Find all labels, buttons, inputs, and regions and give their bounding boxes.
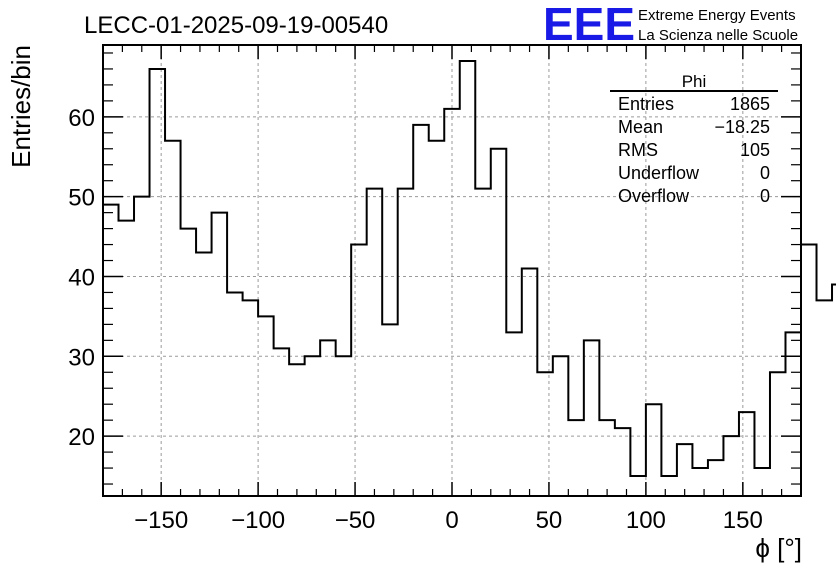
stats-label: Overflow (618, 186, 690, 206)
x-axis-label: ϕ [°] (755, 533, 802, 563)
y-axis-label: Entries/bin (6, 45, 36, 168)
y-tick-label: 60 (68, 105, 95, 132)
eee-logo: EEE Extreme Energy Events La Scienza nel… (543, 0, 798, 50)
logo-line-1: Extreme Energy Events (638, 7, 796, 24)
plot-frame (102, 44, 802, 497)
stats-value: 1865 (730, 94, 770, 114)
x-tick-label: −50 (335, 507, 376, 534)
stats-value: −18.25 (714, 117, 770, 137)
stats-title: Phi (682, 72, 707, 91)
stats-box: Phi Entries 1865 Mean −18.25 RMS 105 Underflow… (610, 72, 778, 206)
x-tick-label: 50 (536, 507, 563, 534)
x-tick-label: 0 (445, 507, 458, 534)
stats-value: 0 (760, 186, 770, 206)
tick-labels: −150 −100 −50 0 50 100 150 20 30 40 50 60 (68, 105, 763, 534)
y-tick-label: 40 (68, 264, 95, 291)
x-tick-label: −150 (134, 507, 188, 534)
stats-value: 0 (760, 163, 770, 183)
stats-label: RMS (618, 140, 658, 160)
y-tick-label: 20 (68, 424, 95, 451)
logo-mark: EEE (543, 0, 635, 50)
chart-title: LECC-01-2025-09-19-00540 (84, 12, 388, 39)
logo-line-2: La Scienza nelle Scuole (638, 27, 798, 44)
x-tick-label: 100 (626, 507, 666, 534)
stats-label: Mean (618, 117, 663, 137)
stats-label: Entries (618, 94, 674, 114)
stats-value: 105 (740, 140, 770, 160)
x-tick-label: 150 (723, 507, 763, 534)
axis-ticks (102, 45, 802, 496)
stats-label: Underflow (618, 163, 700, 183)
x-tick-label: −100 (231, 507, 285, 534)
histogram-line (102, 59, 836, 496)
y-tick-label: 30 (68, 344, 95, 371)
y-tick-label: 50 (68, 185, 95, 212)
grid-lines (103, 45, 801, 496)
